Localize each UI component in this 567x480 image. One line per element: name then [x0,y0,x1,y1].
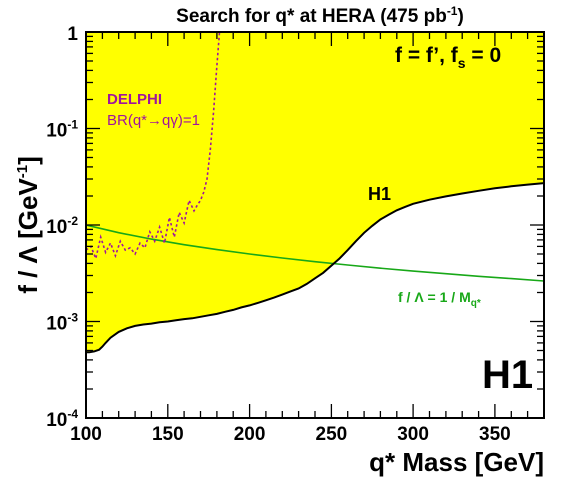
x-tick-label: 350 [479,424,511,445]
x-axis-tick-labels: 100 150 200 250 300 350 [70,424,511,445]
y-axis-tick-labels: 10-4 10-3 10-2 10-1 1 [46,24,78,431]
h1-limit-line [86,182,544,354]
x-axis-label: q* Mass [GeV] [369,447,544,477]
y-tick-label: 10-4 [46,407,78,431]
theory-label: f / Λ = 1 / Mq* [398,289,481,309]
y-axis-ticks [86,31,544,419]
y-tick-label: 1 [67,24,78,45]
y-tick-label: 10-2 [46,214,78,238]
excluded-region [86,32,544,353]
chart-title: Search for q* at HERA (475 pb-1) [176,4,464,27]
delphi-label: DELPHI [107,91,162,108]
x-tick-label: 250 [316,424,348,445]
y-tick-label: 10-1 [46,118,78,142]
y-tick-label: 10-3 [46,311,78,335]
plot-area [86,32,544,354]
x-tick-label: 100 [70,424,102,445]
theory-line [86,224,544,282]
h1-logo: H1 [482,353,533,397]
x-tick-label: 150 [152,424,184,445]
x-tick-label: 200 [234,424,266,445]
delphi-br-label: BR(q*→qγ)=1 [107,112,200,129]
y-axis-label: f / Λ [GeV-1] [13,156,43,294]
h1-curve-label: H1 [368,184,391,204]
x-tick-label: 300 [397,424,429,445]
x-axis-ticks [85,32,545,418]
coupling-annotation: f = f’, fs = 0 [395,44,501,71]
